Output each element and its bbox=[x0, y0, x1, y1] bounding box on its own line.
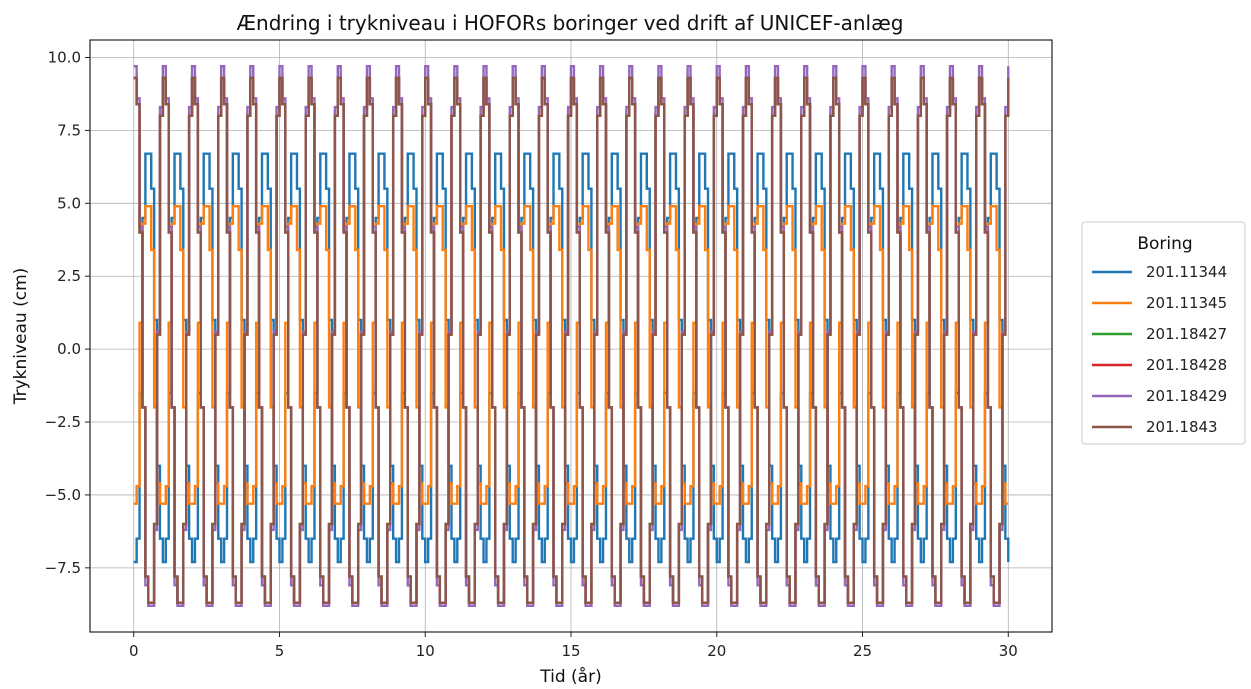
legend: Boring 201.11344 201.11345 201.18427 201.18… bbox=[1081, 221, 1246, 445]
series-line-201.11344 bbox=[133, 152, 1010, 564]
series-line-201.1843 bbox=[133, 76, 1010, 605]
y-tick-label: 2.5 bbox=[57, 267, 81, 285]
legend-label: 201.11345 bbox=[1146, 294, 1227, 312]
x-tick-label: 0 bbox=[129, 642, 139, 660]
x-tick-label: 20 bbox=[707, 642, 726, 660]
chart-title: Ændring i trykniveau i HOFORs boringer v… bbox=[237, 11, 904, 35]
plot-area bbox=[133, 65, 1010, 607]
y-tick-label: 5.0 bbox=[57, 194, 81, 212]
grid bbox=[90, 40, 1052, 632]
series-line-201.11345 bbox=[133, 205, 1009, 505]
y-tick-label: 7.5 bbox=[57, 121, 81, 139]
legend-title: Boring bbox=[1137, 234, 1192, 254]
y-tick-label: −2.5 bbox=[45, 413, 81, 431]
y-axis-label: Trykniveau (cm) bbox=[11, 268, 31, 406]
y-tick-label: −7.5 bbox=[45, 559, 81, 577]
x-tick-label: 10 bbox=[416, 642, 435, 660]
x-axis: 0 5 10 15 20 25 30 bbox=[129, 632, 1018, 660]
x-tick-label: 5 bbox=[275, 642, 285, 660]
y-tick-label: 10.0 bbox=[48, 48, 81, 66]
y-tick-label: 0.0 bbox=[57, 340, 81, 358]
x-tick-label: 15 bbox=[561, 642, 580, 660]
series-line-201.18429 bbox=[133, 65, 1010, 607]
x-tick-label: 30 bbox=[999, 642, 1018, 660]
legend-label: 201.18428 bbox=[1146, 356, 1227, 374]
legend-label: 201.18427 bbox=[1146, 325, 1227, 343]
legend-label: 201.18429 bbox=[1146, 387, 1227, 405]
legend-box bbox=[1081, 221, 1246, 445]
legend-label: 201.11344 bbox=[1146, 263, 1227, 281]
y-tick-label: −5.0 bbox=[45, 486, 81, 504]
y-axis: −7.5 −5.0 −2.5 0.0 2.5 5.0 7.5 10.0 bbox=[45, 48, 90, 577]
x-tick-label: 25 bbox=[853, 642, 872, 660]
x-axis-label: Tid (år) bbox=[539, 666, 601, 687]
legend-label: 201.1843 bbox=[1146, 418, 1218, 436]
